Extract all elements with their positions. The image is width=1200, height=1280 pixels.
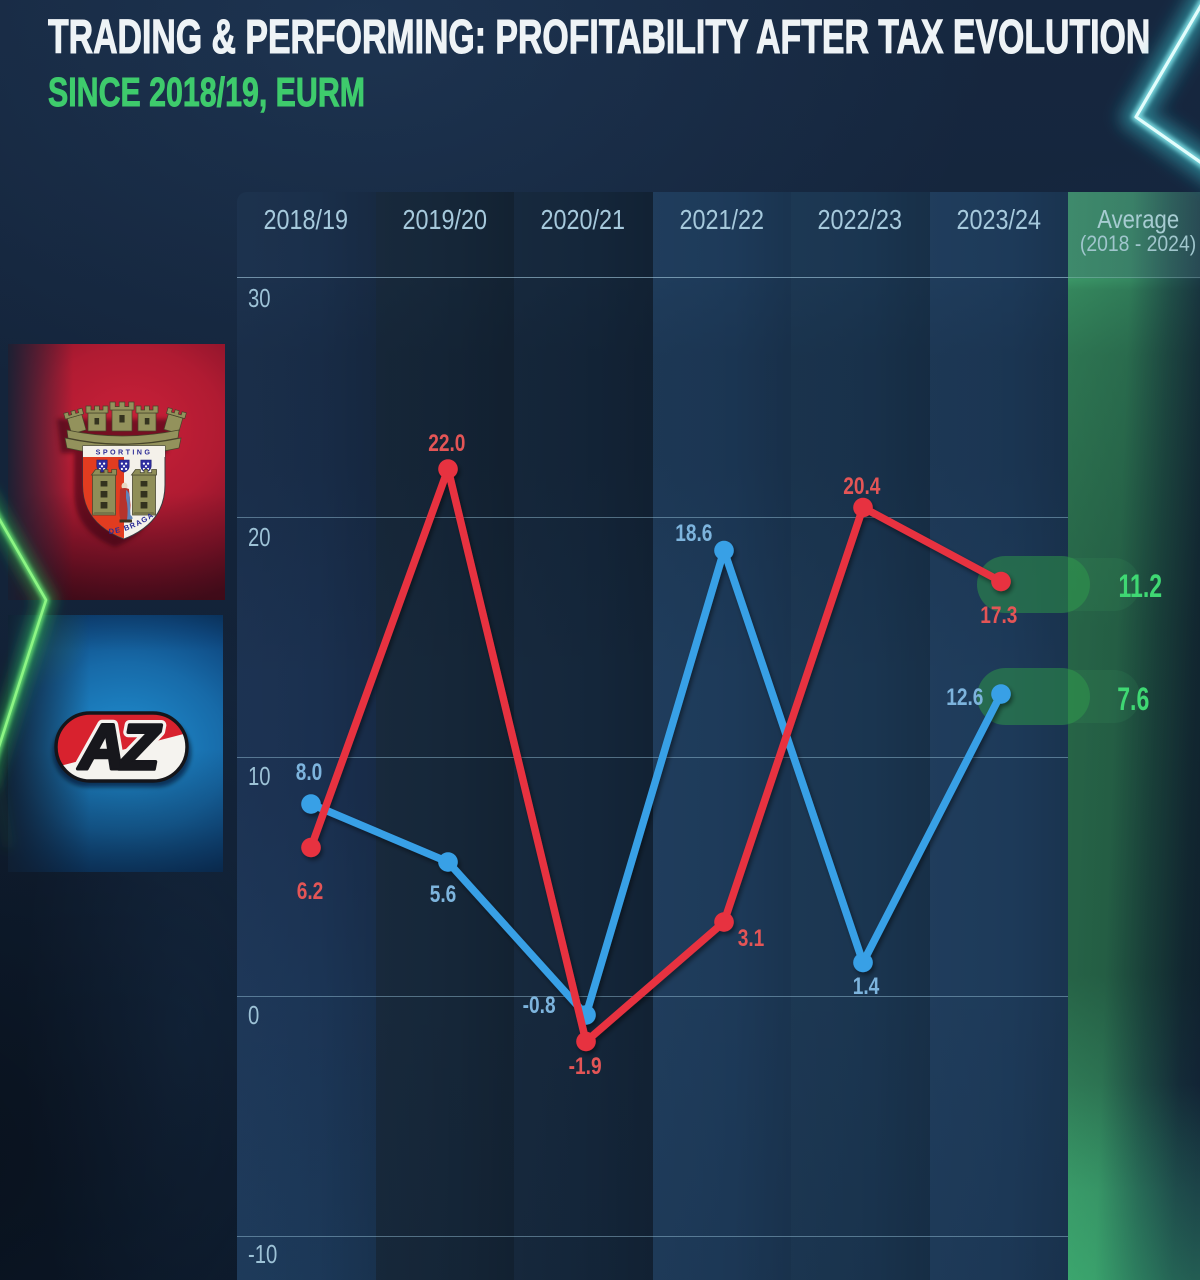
svg-text:AZ: AZ bbox=[77, 711, 162, 783]
svg-text:SPORTING: SPORTING bbox=[96, 448, 153, 457]
